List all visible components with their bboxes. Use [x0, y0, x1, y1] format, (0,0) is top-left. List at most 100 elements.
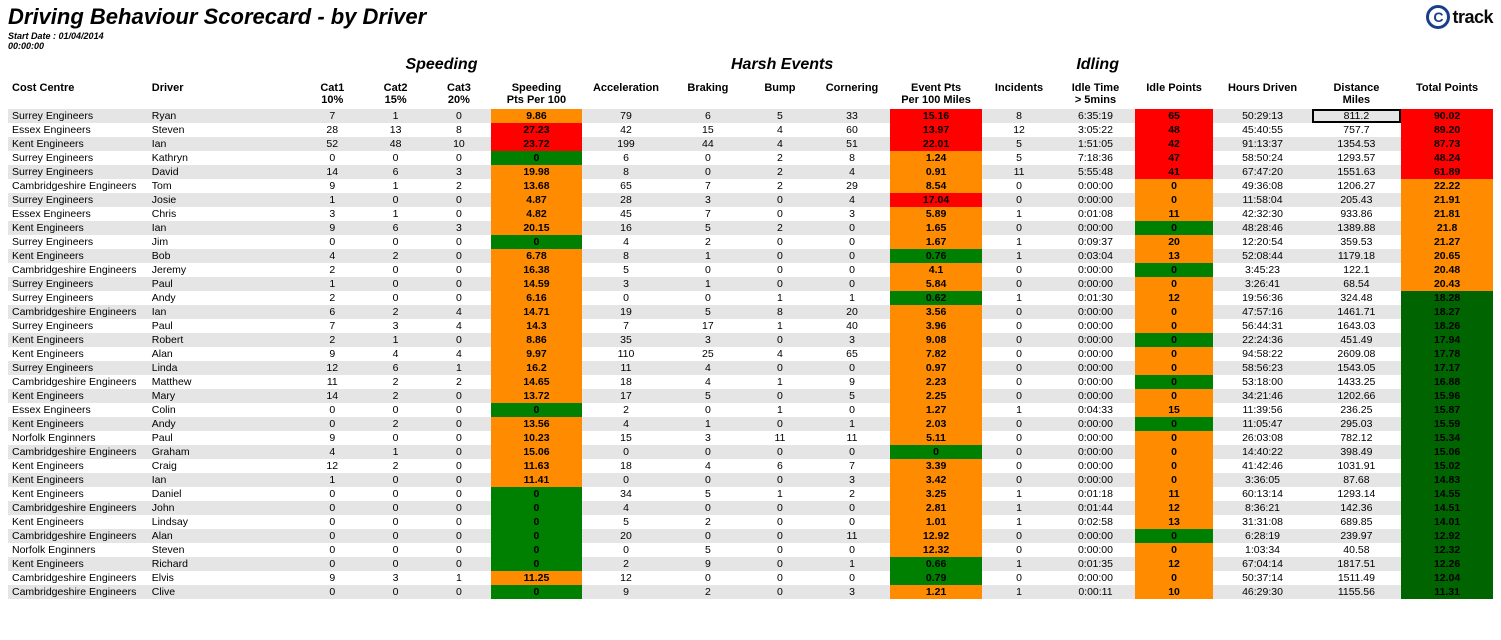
cell-braking[interactable]: 25: [670, 347, 746, 361]
cell-bump[interactable]: 0: [746, 571, 814, 585]
table-row[interactable]: Kent EngineersAlan9449.97110254657.8200:…: [8, 347, 1493, 361]
cell-total[interactable]: 89.20: [1401, 123, 1493, 137]
table-row[interactable]: Kent EngineersDaniel0000345123.2510:01:1…: [8, 487, 1493, 501]
hdr-bump[interactable]: Bump: [746, 80, 814, 109]
cell-corner[interactable]: 0: [814, 221, 890, 235]
cell-corner[interactable]: 65: [814, 347, 890, 361]
cell-speeding-pts[interactable]: 0: [491, 151, 583, 165]
cell-event-pts[interactable]: 13.97: [890, 123, 982, 137]
cell-total[interactable]: 15.34: [1401, 431, 1493, 445]
cell-event-pts[interactable]: 0.97: [890, 361, 982, 375]
cell-idle-time[interactable]: 0:09:37: [1056, 235, 1135, 249]
cell-event-pts[interactable]: 0.79: [890, 571, 982, 585]
table-row[interactable]: Surrey EngineersPaul73414.37171403.9600:…: [8, 319, 1493, 333]
cell-cat2[interactable]: 0: [364, 263, 427, 277]
cell-cat2[interactable]: 0: [364, 431, 427, 445]
cell-event-pts[interactable]: 4.1: [890, 263, 982, 277]
table-row[interactable]: Cambridgeshire EngineersGraham41015.0600…: [8, 445, 1493, 459]
cell-cat2[interactable]: 3: [364, 571, 427, 585]
cell-cat2[interactable]: 0: [364, 291, 427, 305]
cell-accel[interactable]: 18: [582, 375, 669, 389]
cell-idle-pts[interactable]: 42: [1135, 137, 1214, 151]
cell-bump[interactable]: 11: [746, 431, 814, 445]
cell-incidents[interactable]: 0: [982, 417, 1056, 431]
cell-accel[interactable]: 9: [582, 585, 669, 599]
cell-incidents[interactable]: 0: [982, 277, 1056, 291]
cell-total[interactable]: 11.31: [1401, 585, 1493, 599]
cell-bump[interactable]: 2: [746, 151, 814, 165]
cell-event-pts[interactable]: 15.16: [890, 109, 982, 123]
cell-idle-time[interactable]: 0:00:00: [1056, 361, 1135, 375]
cell-hours[interactable]: 41:42:46: [1213, 459, 1311, 473]
cell-total[interactable]: 20.65: [1401, 249, 1493, 263]
cell-cat3[interactable]: 0: [427, 249, 490, 263]
cell-cost-centre[interactable]: Cambridgeshire Engineers: [8, 501, 148, 515]
cell-corner[interactable]: 0: [814, 235, 890, 249]
cell-speeding-pts[interactable]: 0: [491, 235, 583, 249]
cell-total[interactable]: 15.06: [1401, 445, 1493, 459]
cell-cat3[interactable]: 0: [427, 487, 490, 501]
cell-cat1[interactable]: 28: [301, 123, 364, 137]
table-row[interactable]: Surrey EngineersDavid146319.9880240.9111…: [8, 165, 1493, 179]
cell-idle-pts[interactable]: 12: [1135, 557, 1214, 571]
cell-cat2[interactable]: 6: [364, 361, 427, 375]
cell-distance[interactable]: 1433.25: [1312, 375, 1402, 389]
cell-idle-time[interactable]: 0:00:00: [1056, 459, 1135, 473]
cell-braking[interactable]: 7: [670, 207, 746, 221]
cell-incidents[interactable]: 0: [982, 333, 1056, 347]
cell-idle-pts[interactable]: 13: [1135, 249, 1214, 263]
cell-braking[interactable]: 0: [670, 473, 746, 487]
cell-speeding-pts[interactable]: 16.38: [491, 263, 583, 277]
cell-corner[interactable]: 8: [814, 151, 890, 165]
cell-total[interactable]: 14.83: [1401, 473, 1493, 487]
hdr-cost-centre[interactable]: Cost Centre: [8, 80, 148, 109]
cell-incidents[interactable]: 0: [982, 389, 1056, 403]
table-row[interactable]: Surrey EngineersLinda126116.2114000.9700…: [8, 361, 1493, 375]
cell-cat3[interactable]: 0: [427, 403, 490, 417]
cell-corner[interactable]: 4: [814, 193, 890, 207]
cell-total[interactable]: 18.28: [1401, 291, 1493, 305]
table-row[interactable]: Surrey EngineersKathryn000060281.2457:18…: [8, 151, 1493, 165]
cell-cat1[interactable]: 0: [301, 235, 364, 249]
cell-hours[interactable]: 50:29:13: [1213, 109, 1311, 123]
cell-distance[interactable]: 1179.18: [1312, 249, 1402, 263]
cell-accel[interactable]: 11: [582, 361, 669, 375]
cell-bump[interactable]: 0: [746, 445, 814, 459]
cell-corner[interactable]: 11: [814, 431, 890, 445]
cell-cat3[interactable]: 0: [427, 277, 490, 291]
cell-bump[interactable]: 0: [746, 585, 814, 599]
cell-cost-centre[interactable]: Essex Engineers: [8, 403, 148, 417]
cell-speeding-pts[interactable]: 0: [491, 529, 583, 543]
cell-cost-centre[interactable]: Kent Engineers: [8, 487, 148, 501]
cell-total[interactable]: 15.59: [1401, 417, 1493, 431]
cell-idle-pts[interactable]: 13: [1135, 515, 1214, 529]
cell-cat3[interactable]: 4: [427, 319, 490, 333]
cell-hours[interactable]: 46:29:30: [1213, 585, 1311, 599]
cell-cost-centre[interactable]: Cambridgeshire Engineers: [8, 571, 148, 585]
cell-total[interactable]: 15.87: [1401, 403, 1493, 417]
cell-idle-pts[interactable]: 0: [1135, 417, 1214, 431]
table-row[interactable]: Cambridgeshire EngineersIan62414.7119582…: [8, 305, 1493, 319]
cell-idle-time[interactable]: 0:00:00: [1056, 277, 1135, 291]
hdr-driver[interactable]: Driver: [148, 80, 301, 109]
cell-speeding-pts[interactable]: 8.86: [491, 333, 583, 347]
table-row[interactable]: Cambridgeshire EngineersTom91213.6865722…: [8, 179, 1493, 193]
cell-idle-time[interactable]: 7:18:36: [1056, 151, 1135, 165]
cell-corner[interactable]: 7: [814, 459, 890, 473]
cell-cat1[interactable]: 12: [301, 459, 364, 473]
cell-bump[interactable]: 0: [746, 389, 814, 403]
table-row[interactable]: Essex EngineersColin000020101.2710:04:33…: [8, 403, 1493, 417]
cell-event-pts[interactable]: 0.91: [890, 165, 982, 179]
cell-idle-time[interactable]: 0:00:00: [1056, 347, 1135, 361]
cell-braking[interactable]: 0: [670, 501, 746, 515]
cell-corner[interactable]: 0: [814, 445, 890, 459]
cell-event-pts[interactable]: 7.82: [890, 347, 982, 361]
cell-idle-pts[interactable]: 10: [1135, 585, 1214, 599]
cell-speeding-pts[interactable]: 11.41: [491, 473, 583, 487]
cell-accel[interactable]: 199: [582, 137, 669, 151]
cell-event-pts[interactable]: 3.96: [890, 319, 982, 333]
cell-incidents[interactable]: 1: [982, 557, 1056, 571]
cell-incidents[interactable]: 11: [982, 165, 1056, 179]
cell-accel[interactable]: 0: [582, 291, 669, 305]
cell-idle-pts[interactable]: 0: [1135, 263, 1214, 277]
